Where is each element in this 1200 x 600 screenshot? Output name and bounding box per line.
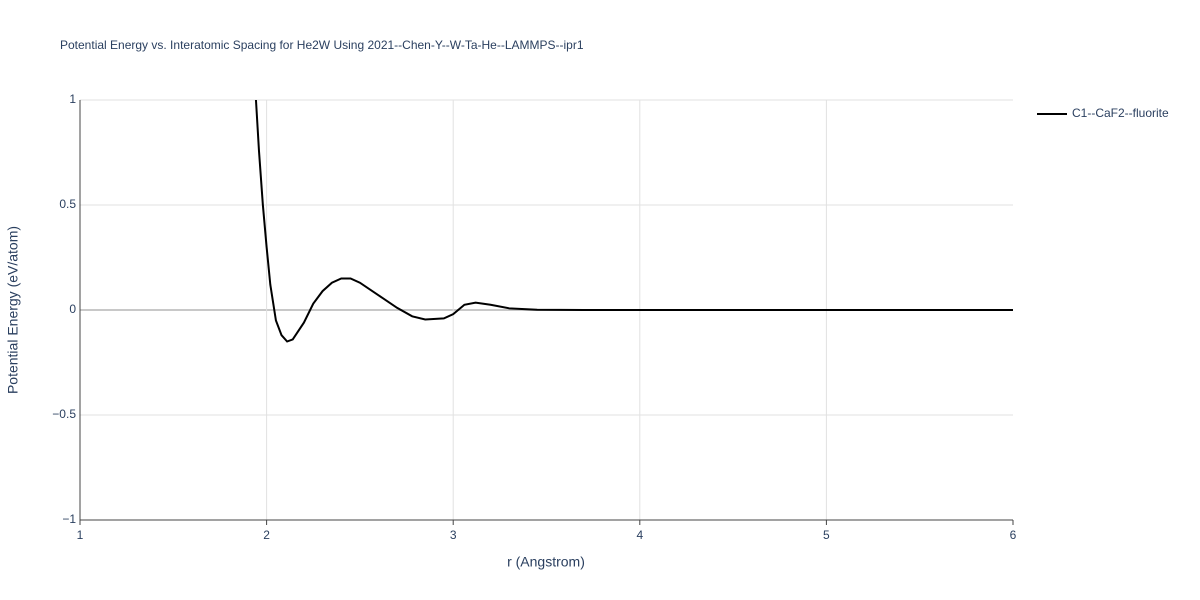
y-tick-label: −1	[62, 512, 76, 526]
chart-title: Potential Energy vs. Interatomic Spacing…	[60, 38, 584, 52]
x-tick-label: 6	[1010, 528, 1017, 542]
x-tick-label: 3	[450, 528, 457, 542]
x-tick-label: 1	[77, 528, 84, 542]
x-tick-label: 4	[636, 528, 643, 542]
y-tick-label: 0	[69, 302, 76, 316]
y-tick-label: −0.5	[52, 407, 76, 421]
series-line	[254, 100, 1013, 343]
y-tick-label: 1	[69, 92, 76, 106]
legend-label: C1--CaF2--fluorite	[1072, 106, 1169, 120]
y-tick-label: 0.5	[59, 197, 76, 211]
x-tick-label: 5	[823, 528, 830, 542]
y-axis-title: Potential Energy (eV/atom)	[5, 226, 21, 394]
x-tick-label: 2	[263, 528, 270, 542]
x-axis-title: r (Angstrom)	[507, 554, 585, 570]
